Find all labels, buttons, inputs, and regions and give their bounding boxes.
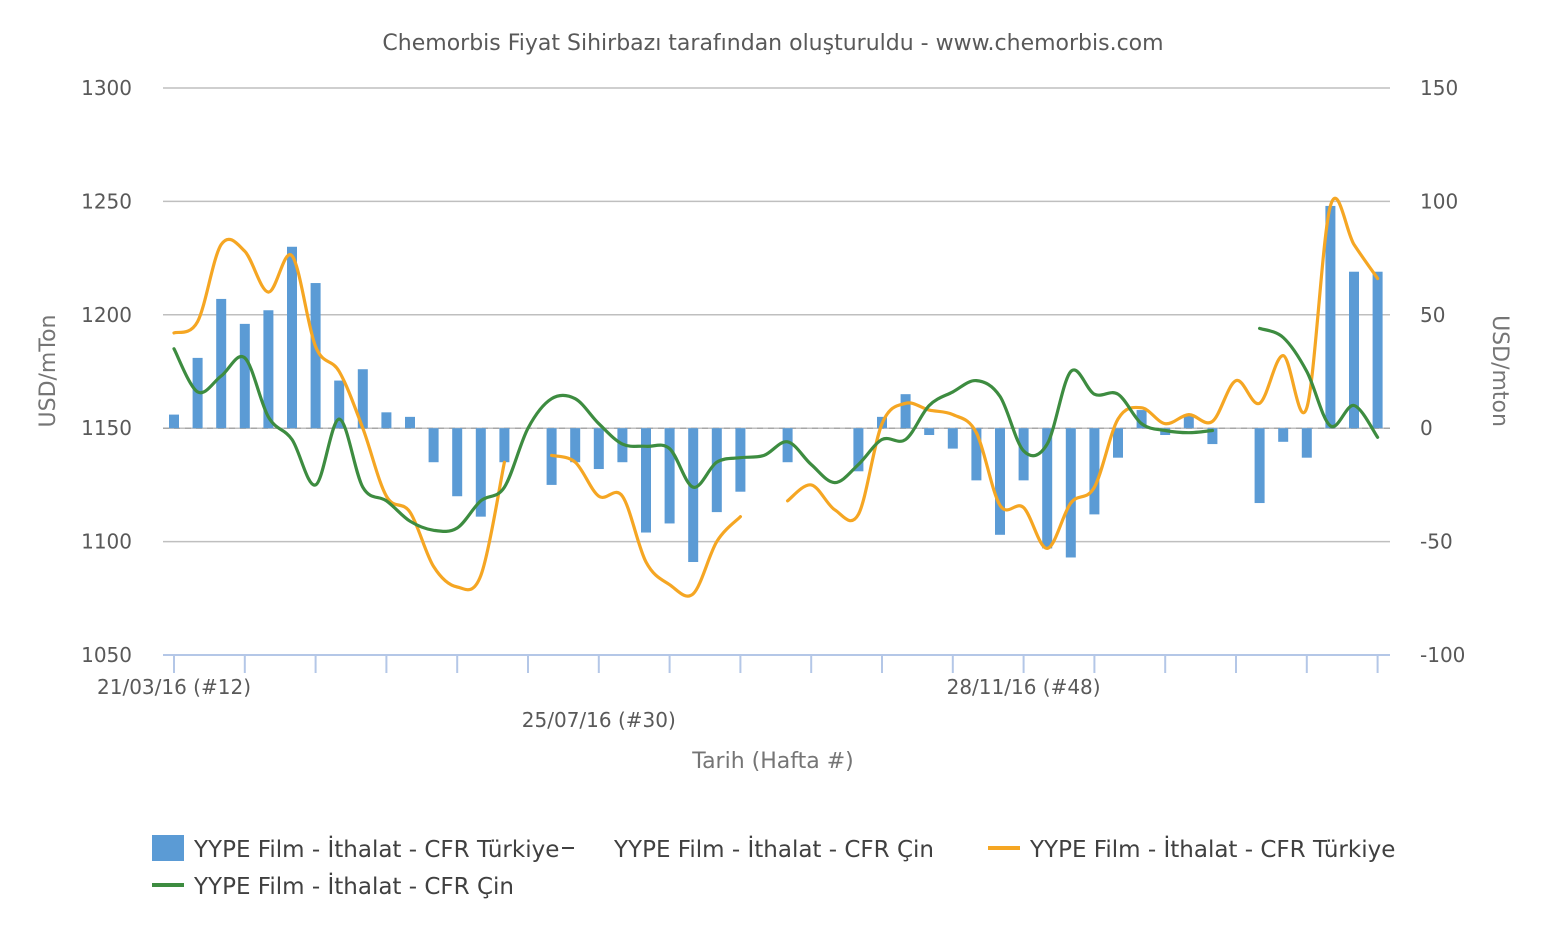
bar: [735, 428, 746, 492]
bar: [381, 412, 392, 429]
bar: [1065, 428, 1076, 558]
bar: [947, 428, 958, 449]
bar: [688, 428, 699, 563]
legend-item: YYPE Film - İthalat - CFR Çin: [152, 872, 514, 900]
bar: [239, 323, 250, 429]
bar: [853, 428, 864, 472]
axes: 1300 1250 1200 1150 1100 1050 150 100 50 0 -50 -100…: [81, 76, 1465, 732]
bar: [641, 428, 651, 533]
bar: [499, 428, 510, 463]
y-axis-right-title: USD/mton: [1487, 315, 1512, 427]
legend-item: YYPE Film - İthalat - CFR Türkiye: [988, 835, 1395, 863]
bar: [1018, 428, 1029, 481]
bar: [900, 394, 911, 429]
bar: [310, 283, 321, 429]
line-cfr-turkiye: [786, 196, 1380, 550]
legend: YYPE Film - İthalat - CFR Türkiye YYPE Fi…: [152, 835, 1395, 900]
bar: [1089, 428, 1100, 515]
chart-title: Chemorbis Fiyat Sihirbazı tarafından olu…: [382, 31, 1163, 56]
bar: [1325, 205, 1336, 429]
bar: [1254, 428, 1265, 504]
legend-item: YYPE Film - İthalat - CFR Çin: [562, 835, 934, 863]
y-left-tick-label: 1100: [81, 530, 132, 554]
gridlines: [163, 87, 1390, 543]
bar: [216, 298, 227, 429]
y-left-tick-label: 1200: [81, 303, 132, 327]
bar: [428, 428, 439, 463]
y-left-tick-label: 1300: [81, 76, 132, 100]
bar: [1349, 271, 1359, 429]
line-cfr-cin: [172, 347, 1214, 533]
bar: [924, 428, 935, 436]
y-left-tick-label: 1150: [81, 416, 132, 440]
line-series: [172, 196, 1380, 598]
bar: [1372, 271, 1383, 429]
y-right-tick-label: 150: [1420, 76, 1458, 100]
legend-label: YYPE Film - İthalat - CFR Çin: [193, 872, 514, 900]
y-left-tick-label: 1250: [81, 189, 132, 213]
y-right-tick-label: 0: [1420, 416, 1433, 440]
bar: [1183, 414, 1194, 429]
line-cfr-cin: [1258, 326, 1380, 439]
bar: [263, 310, 274, 429]
y-right-tick-label: -50: [1420, 530, 1453, 554]
bar: [593, 428, 604, 470]
bar: [1278, 428, 1289, 442]
legend-marker-bar: [152, 835, 184, 861]
bar: [334, 380, 345, 429]
bar: [971, 428, 982, 481]
legend-item: YYPE Film - İthalat - CFR Türkiye: [152, 835, 559, 863]
bar: [1136, 410, 1147, 429]
bar: [995, 428, 1005, 535]
y-right-tick-label: 100: [1420, 189, 1458, 213]
y-left-tick-label: 1050: [81, 643, 132, 667]
legend-label: YYPE Film - İthalat - CFR Çin: [613, 835, 934, 863]
bar: [357, 369, 368, 429]
bar: [1042, 428, 1053, 549]
y-right-tick-label: -100: [1420, 643, 1465, 667]
bar: [287, 246, 297, 429]
bar-series: [169, 205, 1383, 563]
line-cfr-turkiye: [172, 237, 506, 592]
legend-label: YYPE Film - İthalat - CFR Türkiye: [193, 835, 559, 863]
line-cfr-turkiye: [550, 453, 742, 598]
bar: [169, 414, 179, 429]
bar: [1113, 428, 1123, 458]
bar: [405, 416, 415, 429]
bar: [664, 428, 675, 524]
x-axis-title: Tarih (Hafta #): [691, 749, 853, 774]
bar: [570, 428, 581, 463]
x-tick-label: 28/11/16 (#48): [947, 675, 1101, 699]
bar: [1207, 428, 1218, 445]
bar: [711, 428, 722, 513]
bar: [1301, 428, 1312, 458]
legend-label: YYPE Film - İthalat - CFR Türkiye: [1029, 835, 1395, 863]
x-tick-label: 21/03/16 (#12): [97, 675, 251, 699]
bar: [475, 428, 486, 517]
x-tick-label: 25/07/16 (#30): [522, 708, 676, 732]
y-axis-left-title: USD/mTon: [36, 315, 61, 428]
y-right-tick-label: 50: [1420, 303, 1445, 327]
bar: [452, 428, 463, 497]
bar: [782, 428, 793, 463]
